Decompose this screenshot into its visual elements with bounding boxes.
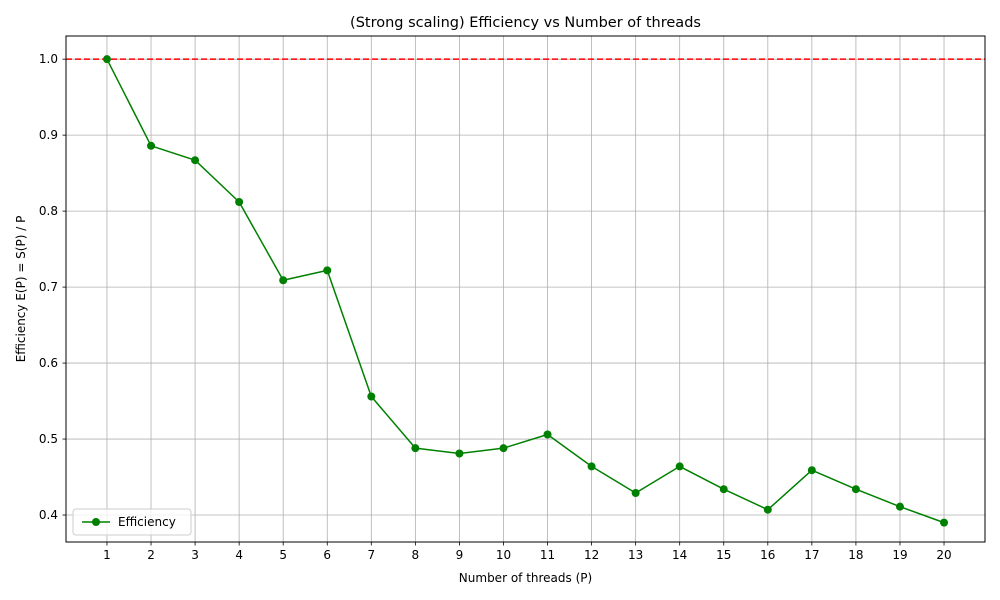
data-point <box>235 198 244 207</box>
x-tick-label: 10 <box>496 548 511 562</box>
y-tick-label: 0.7 <box>39 280 58 294</box>
data-point <box>455 449 464 458</box>
series-layer <box>102 55 949 527</box>
x-tick-label: 18 <box>848 548 863 562</box>
grid <box>66 36 985 542</box>
data-point <box>543 430 552 439</box>
x-tick-label: 16 <box>760 548 775 562</box>
x-tick-label: 13 <box>628 548 643 562</box>
x-tick-label: 2 <box>147 548 155 562</box>
y-tick-label: 0.9 <box>39 128 58 142</box>
legend-swatch-marker <box>92 518 100 526</box>
data-point <box>675 462 684 471</box>
data-point <box>279 276 288 285</box>
data-point <box>719 485 728 494</box>
x-tick-label: 9 <box>456 548 464 562</box>
chart-title: (Strong scaling) Efficiency vs Number of… <box>350 15 701 31</box>
data-point <box>367 392 376 401</box>
x-axis-label: Number of threads (P) <box>459 571 592 585</box>
x-tick-label: 17 <box>804 548 819 562</box>
data-point <box>851 485 860 494</box>
x-tick-label: 6 <box>323 548 331 562</box>
data-point <box>102 55 111 64</box>
legend-box <box>72 508 192 536</box>
data-point <box>499 444 508 453</box>
data-point <box>631 488 640 497</box>
plot-frame <box>65 35 986 543</box>
data-point <box>895 502 904 511</box>
y-tick-label: 0.5 <box>39 432 58 446</box>
data-point <box>411 444 420 453</box>
data-point <box>323 266 332 275</box>
x-tick-label: 20 <box>936 548 951 562</box>
y-tick-label: 1.0 <box>39 52 58 66</box>
x-tick-label: 12 <box>584 548 599 562</box>
x-tick-label: 11 <box>540 548 555 562</box>
x-tick-label: 5 <box>279 548 287 562</box>
data-point <box>940 518 949 527</box>
data-point <box>587 462 596 471</box>
x-tick-label: 15 <box>716 548 731 562</box>
x-tick-label: 4 <box>235 548 243 562</box>
series-line <box>106 58 945 524</box>
x-tick-label: 8 <box>412 548 420 562</box>
legend-label: Efficiency <box>118 515 176 529</box>
axis-ticks: 1 2 3 4 5 6 7 8 9 10 11 12 13 14 15 16 17 18 19 200.40.50.6… <box>39 52 952 562</box>
y-tick-label: 0.6 <box>39 356 58 370</box>
data-point <box>763 505 772 514</box>
data-point <box>807 466 816 475</box>
y-tick-label: 0.4 <box>39 508 58 522</box>
x-tick-label: 7 <box>367 548 375 562</box>
legend: Efficiency <box>72 508 192 536</box>
x-tick-label: 19 <box>892 548 907 562</box>
y-tick-label: 0.8 <box>39 204 58 218</box>
x-tick-label: 3 <box>191 548 199 562</box>
y-axis-label: Efficiency E(P) = S(P) / P <box>14 216 28 363</box>
x-tick-label: 14 <box>672 548 687 562</box>
x-tick-label: 1 <box>103 548 111 562</box>
data-point <box>147 141 156 150</box>
data-point <box>191 156 200 165</box>
